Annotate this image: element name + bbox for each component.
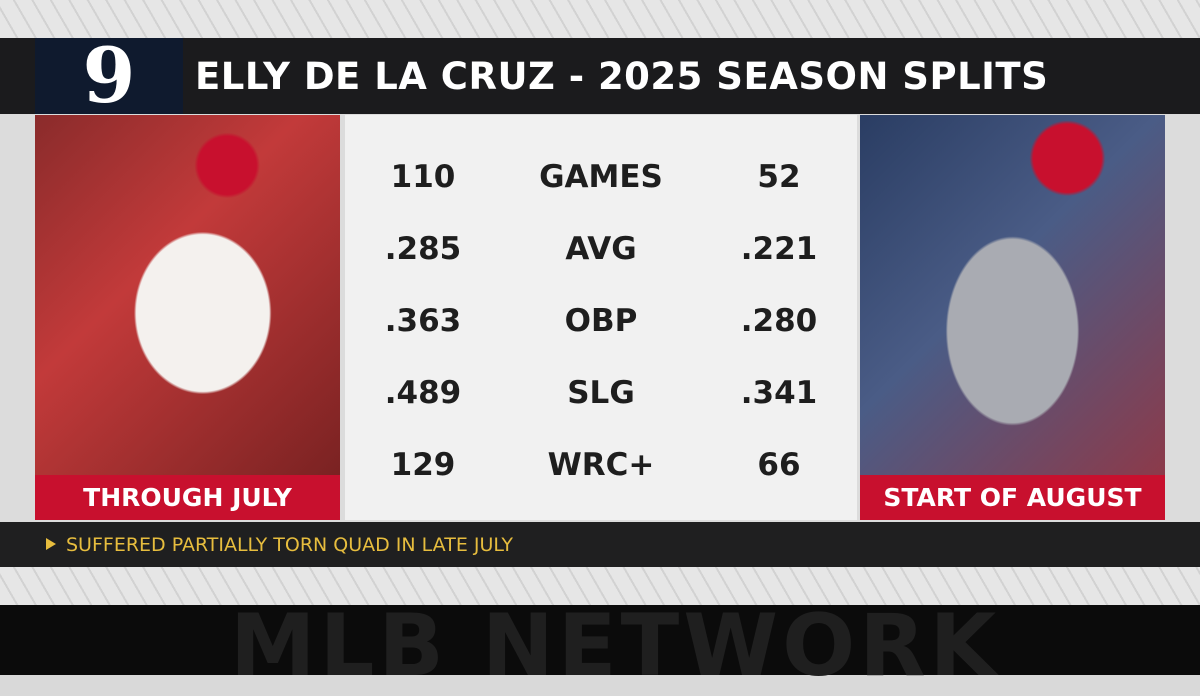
- header-bar: [0, 38, 1200, 114]
- stats-table: 110 GAMES 52 .285 AVG .221 .363 OBP .280 .489 SLG.…: [345, 115, 857, 520]
- stat-name: SLG: [567, 375, 635, 411]
- background-pattern: [0, 567, 1200, 605]
- value-before: .489: [384, 375, 462, 411]
- player-photo: [860, 115, 1165, 475]
- stat-name: GAMES: [539, 159, 663, 195]
- footnote: SUFFERED PARTIALLY TORN QUAD IN LATE JUL…: [66, 534, 514, 556]
- footnote-bar: [0, 522, 1200, 567]
- value-after: 52: [757, 159, 801, 195]
- value-before: 110: [390, 159, 456, 195]
- bottom-bar: [0, 605, 1200, 675]
- arrow-icon: [46, 538, 56, 550]
- player-photo: [35, 115, 340, 475]
- value-before: 129: [390, 447, 456, 483]
- stat-name: AVG: [565, 231, 637, 267]
- value-after: .221: [740, 231, 818, 267]
- period-label: THROUGH JULY: [35, 475, 340, 520]
- value-before: .285: [384, 231, 462, 267]
- period-label: START OF AUGUST: [860, 475, 1165, 520]
- stat-name: WRC+: [547, 447, 655, 483]
- background-pattern: [0, 0, 1200, 38]
- rank-number: 9: [35, 38, 183, 114]
- value-after: .341: [740, 375, 818, 411]
- value-after: 66: [757, 447, 801, 483]
- value-after: .280: [740, 303, 818, 339]
- stat-name: OBP: [564, 303, 638, 339]
- watermark: MLB NETWORK: [230, 596, 1001, 696]
- value-before: .363: [384, 303, 462, 339]
- title: ELLY DE LA CRUZ - 2025 SEASON SPLITS: [195, 55, 1049, 98]
